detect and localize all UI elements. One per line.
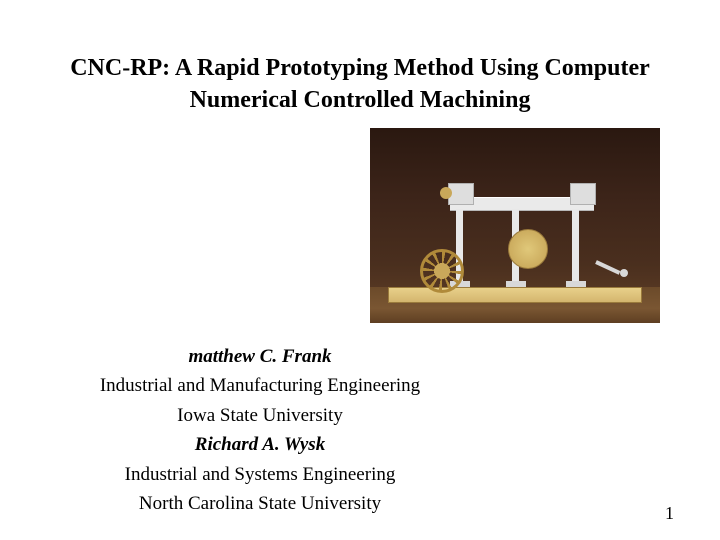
lathe-leg — [572, 209, 579, 287]
lathe-tailstock — [570, 183, 596, 205]
crank-knob — [620, 269, 628, 277]
author-block: matthew C. Frank Industrial and Manufact… — [80, 342, 440, 519]
photo-lathe-frame — [450, 197, 590, 287]
lathe-disc — [508, 229, 548, 269]
author-inst-1: Iowa State University — [80, 401, 440, 430]
photo-ruler — [388, 287, 642, 303]
author-name-2: Richard A. Wysk — [80, 430, 440, 459]
author-name-1: matthew C. Frank — [80, 342, 440, 371]
crank-arm — [595, 260, 620, 275]
photo-lathe — [370, 128, 660, 323]
author-inst-2: North Carolina State University — [80, 489, 440, 518]
page-number: 1 — [665, 503, 674, 524]
lathe-foot — [566, 281, 586, 287]
author-dept-1: Industrial and Manufacturing Engineering — [80, 371, 440, 400]
slide-title: CNC-RP: A Rapid Prototyping Method Using… — [50, 52, 670, 117]
lathe-flywheel — [420, 249, 464, 293]
lathe-chuck — [440, 187, 452, 199]
lathe-crank — [596, 247, 626, 277]
author-dept-2: Industrial and Systems Engineering — [80, 460, 440, 489]
lathe-foot — [506, 281, 526, 287]
